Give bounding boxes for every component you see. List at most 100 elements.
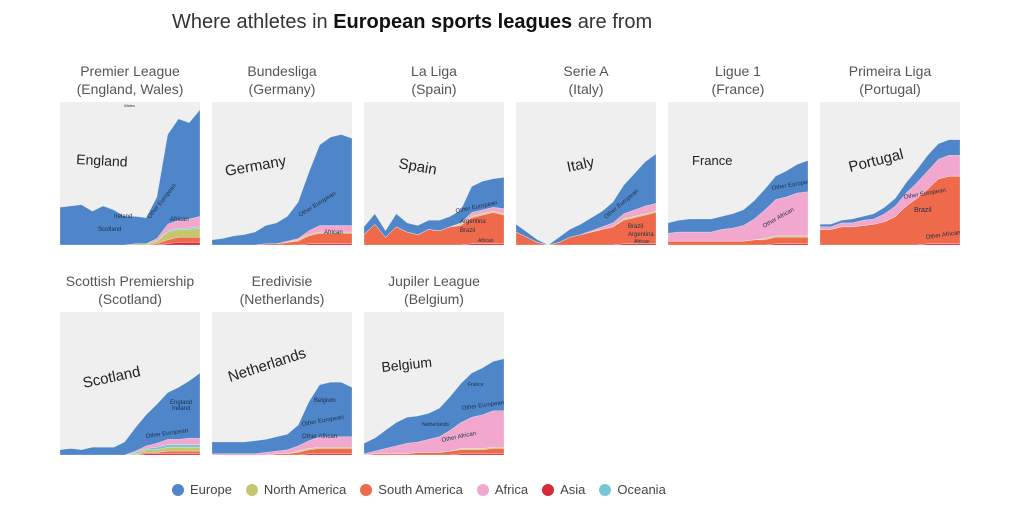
area-south-america xyxy=(60,237,200,245)
area-asia xyxy=(212,243,352,245)
stream-label: African xyxy=(170,217,189,223)
area-europe xyxy=(668,160,808,234)
legend-item-oceania: Oceania xyxy=(599,482,666,497)
plot-area: Belgium France Netherlands Other European Ot… xyxy=(364,312,504,455)
legend-item-north-america: North America xyxy=(245,482,346,497)
stream-label: Other African xyxy=(925,230,960,241)
legend: Europe North America South America Afric… xyxy=(172,482,680,497)
panel-primeira-liga: Primeira Liga (Portugal) Portugal Other Eu… xyxy=(820,62,960,245)
league-name: Scottish Premiership xyxy=(65,273,195,289)
title-bold: European sports leagues xyxy=(333,11,573,33)
league-country: (Italy) xyxy=(568,81,604,97)
stream-label: African xyxy=(324,230,343,236)
area-asia xyxy=(364,453,504,455)
area-asia xyxy=(212,453,352,455)
stream-label: Wales xyxy=(124,103,135,108)
plot-area: Scotland England Ireland Other European xyxy=(60,312,200,455)
stream-label: Belgium xyxy=(381,354,433,375)
legend-swatch xyxy=(360,483,373,496)
area-europe xyxy=(516,153,656,245)
stream-label: Netherlands xyxy=(226,345,308,386)
league-country: (Portugal) xyxy=(859,81,921,97)
panel-la-liga: La Liga (Spain) Spain Other European Argent… xyxy=(364,62,504,245)
panel-scottish-premiership: Scottish Premiership (Scotland) Scotland E… xyxy=(60,272,200,455)
stream-label: Scotland xyxy=(98,227,121,233)
area-asia xyxy=(60,242,200,245)
chart-title: Where athletes in European sports league… xyxy=(172,11,652,34)
stream-label: England xyxy=(170,400,192,406)
plot-area: Germany Other European African xyxy=(212,102,352,245)
plot-area: Netherlands Belgium Other European Other Af… xyxy=(212,312,352,455)
panel-jupiler-league: Jupiler League (Belgium) Belgium France Net… xyxy=(364,272,504,455)
stream-label: African xyxy=(634,239,650,245)
area-south-america xyxy=(212,448,352,455)
legend-label: Africa xyxy=(494,482,529,497)
panel-title: Scottish Premiership (Scotland) xyxy=(60,272,200,308)
area-europe xyxy=(364,358,504,454)
title-prefix: Where athletes in xyxy=(172,11,334,33)
panel-title: Serie A (Italy) xyxy=(516,62,656,98)
stream-label: Scotland xyxy=(81,363,142,392)
panel-title: Ligue 1 (France) xyxy=(668,62,808,98)
area-asia xyxy=(516,243,656,245)
stream-label: Ireland xyxy=(172,406,190,412)
league-name: Premier League xyxy=(80,63,180,79)
stream-label: Brazil xyxy=(460,228,475,234)
stream-label: Ireland xyxy=(114,214,132,220)
area-europe xyxy=(820,139,960,227)
panel-title: La Liga (Spain) xyxy=(364,62,504,98)
league-country: (Netherlands) xyxy=(239,291,325,307)
plot-area: France Other European Other African xyxy=(668,102,808,245)
stream-label: Portugal xyxy=(847,146,905,176)
stream-label: Brazil xyxy=(628,224,643,230)
league-country: (Spain) xyxy=(411,81,457,97)
league-country: (England, Wales) xyxy=(76,81,184,97)
legend-item-south-america: South America xyxy=(360,482,463,497)
league-name: Primeira Liga xyxy=(848,63,932,79)
league-country: (France) xyxy=(711,81,765,97)
legend-item-asia: Asia xyxy=(542,482,585,497)
area-europe xyxy=(60,109,200,245)
panel-title: Jupiler League (Belgium) xyxy=(364,272,504,308)
area-asia xyxy=(668,243,808,245)
area-north-america xyxy=(60,447,200,455)
area-north-america xyxy=(60,227,200,245)
plot-area: Italy Other European Brazil Argentina Africa… xyxy=(516,102,656,245)
stream-label: Brazil xyxy=(914,207,932,214)
legend-label: South America xyxy=(378,482,463,497)
legend-swatch xyxy=(542,483,555,496)
league-country: (Scotland) xyxy=(98,291,162,307)
stream-label: Argentina xyxy=(460,219,486,225)
league-name: La Liga xyxy=(411,63,457,79)
plot-area: Portugal Other European Brazil Other Africa… xyxy=(820,102,960,245)
area-south-america xyxy=(60,450,200,455)
panel-bundesliga: Bundesliga (Germany) Germany Other Europea… xyxy=(212,62,352,245)
panel-title: Premier League (England, Wales) xyxy=(60,62,200,98)
league-name: Ligue 1 xyxy=(715,63,761,79)
stream-label: Belgium xyxy=(314,398,336,404)
panel-premier-league: Premier League (England, Wales) England Wa… xyxy=(60,62,200,245)
legend-swatch xyxy=(476,483,489,496)
area-asia xyxy=(820,243,960,245)
stream-label: England xyxy=(76,151,128,170)
area-europe xyxy=(60,372,200,455)
stream-label: France xyxy=(468,382,484,388)
plot-area: Spain Other European Argentina Brazil Africa… xyxy=(364,102,504,245)
panel-ligue-1: Ligue 1 (France) France Other European Othe… xyxy=(668,62,808,245)
panel-title: Eredivisie (Netherlands) xyxy=(212,272,352,308)
league-name: Serie A xyxy=(563,63,609,79)
panel-eredivisie: Eredivisie (Netherlands) Netherlands Belgi… xyxy=(212,272,352,455)
stream-label: Other European xyxy=(461,400,504,412)
stream-label: Other African xyxy=(302,434,337,440)
panel-title: Bundesliga (Germany) xyxy=(212,62,352,98)
legend-swatch xyxy=(245,483,258,496)
stream-label: Italy xyxy=(565,153,596,175)
legend-swatch xyxy=(172,483,184,496)
